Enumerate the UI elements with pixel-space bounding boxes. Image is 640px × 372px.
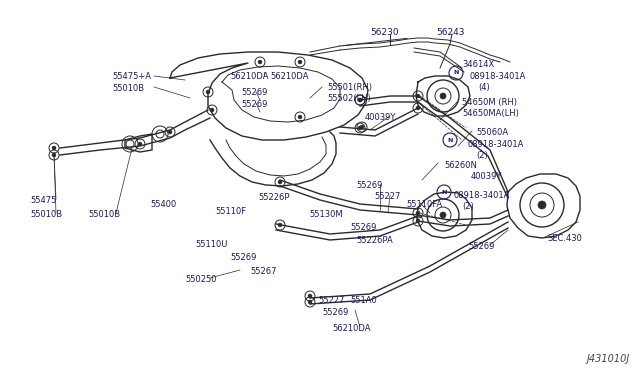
Text: 55502(LH): 55502(LH) [327,94,371,103]
Circle shape [308,294,312,298]
Text: 55269: 55269 [230,253,257,262]
Circle shape [308,300,312,304]
Text: 55269: 55269 [356,181,382,190]
Text: (2): (2) [462,202,474,211]
Text: 551A0: 551A0 [350,296,377,305]
Text: 56210DA: 56210DA [332,324,371,333]
Text: 55227: 55227 [318,296,344,305]
Text: SEC.430: SEC.430 [548,234,583,243]
Text: 56230: 56230 [370,28,399,37]
Circle shape [210,108,214,112]
Circle shape [278,180,282,184]
Circle shape [440,93,446,99]
Circle shape [206,90,210,94]
Circle shape [168,130,172,134]
Text: 34614X: 34614X [462,60,494,69]
Text: 40039Y: 40039Y [471,172,502,181]
Text: 55130M: 55130M [309,210,342,219]
Circle shape [416,211,420,215]
Text: 55269: 55269 [241,100,268,109]
Text: 55267: 55267 [250,267,276,276]
Circle shape [416,219,420,223]
Text: 55269: 55269 [322,308,348,317]
Text: 56260N: 56260N [444,161,477,170]
Text: 55269: 55269 [241,88,268,97]
Text: (2): (2) [476,151,488,160]
Circle shape [358,98,362,102]
Text: 08918-3401A: 08918-3401A [468,140,524,149]
Circle shape [52,153,56,157]
Circle shape [416,106,420,110]
Text: 56210DA: 56210DA [270,72,308,81]
Text: 55501(RH): 55501(RH) [327,83,372,92]
Circle shape [298,115,302,119]
Text: 55475+A: 55475+A [112,72,151,81]
Circle shape [258,60,262,64]
Circle shape [440,212,446,218]
Text: 55110F: 55110F [215,207,246,216]
Circle shape [278,223,282,227]
Text: 56243: 56243 [436,28,465,37]
Text: N: N [453,71,459,76]
Circle shape [138,142,142,146]
Text: 54650MA(LH): 54650MA(LH) [462,109,519,118]
Circle shape [298,60,302,64]
Text: J431010J: J431010J [587,354,630,364]
Text: 40039Y: 40039Y [365,113,396,122]
Text: 54650M (RH): 54650M (RH) [462,98,517,107]
Text: 55227: 55227 [374,192,401,201]
Text: 550250: 550250 [185,275,216,284]
Circle shape [416,94,420,98]
Circle shape [360,125,364,129]
Circle shape [538,201,546,209]
Text: 55269: 55269 [350,223,376,232]
Text: (4): (4) [478,83,490,92]
Circle shape [358,126,362,130]
Text: 55475: 55475 [30,196,56,205]
Text: 55010B: 55010B [30,210,62,219]
Text: 55400: 55400 [150,200,176,209]
Text: 55060A: 55060A [476,128,508,137]
Text: 55010B: 55010B [112,84,144,93]
Text: 55110U: 55110U [195,240,227,249]
Text: 08918-3401A: 08918-3401A [454,191,510,200]
Text: 56210DA: 56210DA [230,72,269,81]
Text: 55110FA: 55110FA [406,200,442,209]
Text: 55226PA: 55226PA [356,236,393,245]
Text: 55269: 55269 [468,242,494,251]
Text: 08918-3401A: 08918-3401A [470,72,526,81]
Text: 55226P: 55226P [258,193,289,202]
Circle shape [52,146,56,150]
Text: N: N [447,138,452,142]
Circle shape [358,98,362,102]
Text: 55010B: 55010B [88,210,120,219]
Text: N: N [442,189,447,195]
